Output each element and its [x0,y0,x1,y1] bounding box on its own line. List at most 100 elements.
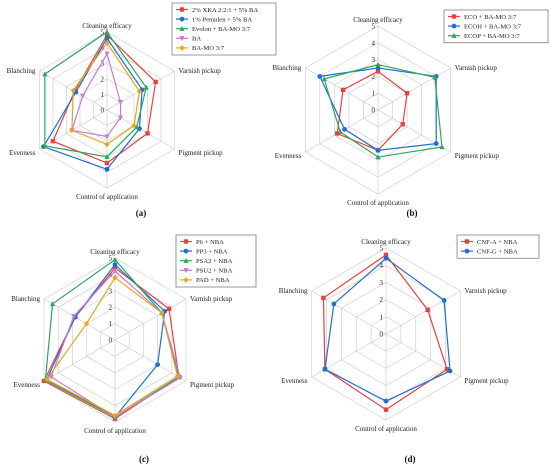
legend-swatch-marker [183,248,189,254]
tick-label: 1 [109,320,113,328]
data-point [134,124,140,130]
data-point [83,320,90,327]
series-pad-nba [44,274,181,419]
legend: 2% XKA 2:2:1 + 5% BA 1% Pemulen + 5% BA Ev… [171,2,277,56]
data-point [104,35,110,41]
data-point [112,256,118,262]
data-point [317,74,323,79]
legend-label: PP3 + NBA [196,248,228,255]
legend-item: ECO + BA-MO 3:7 [448,14,517,21]
axis-label-varnish-pickup: Varnish pickup [464,287,507,295]
tick-label: 3 [372,56,376,64]
series-cnf-a-nba [321,252,450,412]
legend-swatch-marker [179,25,185,31]
axis-label-pigment-pickup: Pigment pickup [464,377,509,385]
spoke [305,109,379,153]
tick-label: 0 [380,331,384,339]
data-point [174,373,181,379]
data-point [112,274,118,281]
series-ba-mo-3-7 [69,40,143,148]
data-point [104,154,110,159]
data-point [383,255,389,261]
data-point [383,398,389,404]
legend-item: BA-MO 3:7 [176,45,225,52]
axis-label-varnish-pickup: Varnish pickup [455,64,498,72]
data-point [444,367,450,372]
axis-label-cleaning-efficacy: Cleaning efficacy [353,16,403,24]
axis-label-pigment-pickup: Pigment pickup [179,149,224,157]
legend-label: 2% XKA 2:2:1 + 5% BA [192,7,258,14]
legend-swatch-marker [183,268,189,274]
axis-label-cleaning-efficacy: Cleaning efficacy [90,248,140,256]
axis-label-pigment-pickup: Pigment pickup [190,381,235,389]
legend: ECO + BA-MO 3:7 ECOH + BA-MO 3:7 ECOP + BA… [443,9,549,44]
legend-swatch-marker [179,16,185,22]
tick-label: 3 [109,287,113,295]
series-line [44,31,147,158]
legend-item: PSA2 + NBA [180,257,233,265]
tick-label: 0 [101,107,105,115]
axis-label-blanching: Blanching [7,67,36,75]
legend-box [171,2,277,56]
data-point [439,144,445,150]
data-point [441,298,447,303]
series-ecoh-ba-mo-3-7 [317,65,439,153]
legend-item: BA [176,36,201,43]
legend-item: 2% XKA 2:2:1 + 5% BA [176,7,258,14]
data-point [104,160,110,166]
data-point [155,362,161,367]
data-point [112,262,118,267]
legend-item: P6 + NBA [180,239,224,246]
panel-label: (c) [139,454,149,464]
axis-label-evenness: Evenness [9,149,36,157]
data-point [104,141,110,148]
panel-label: (d) [405,454,416,464]
data-point [69,127,75,134]
spoke [43,339,116,382]
data-point [447,368,453,374]
legend: P6 + NBA PP3 + NBA PSA2 + NBA PSU2 + NBA PAD… [175,234,257,288]
legend-item: CNF-A + NBA [461,239,518,246]
data-point [159,310,165,316]
spoke [377,109,451,153]
data-point [383,252,389,258]
data-point [117,100,124,105]
legend-label: PAD + NBA [196,277,230,284]
spoke [385,290,461,335]
series-cnf-g-nba [322,255,453,404]
axis-label-control-of-application: Control of application [347,199,409,207]
legend-label: BA [192,36,201,43]
data-point [112,268,118,274]
data-point [80,93,86,99]
legend-item: PAD + NBA [180,277,230,284]
data-point [153,79,158,85]
tick-label: 5 [380,245,384,253]
data-point [375,61,381,67]
data-point [136,88,143,95]
tick-label: 2 [101,75,105,83]
data-point [340,87,346,93]
legend-label: PSU2 + NBA [196,268,233,275]
tick-label: 4 [372,39,376,47]
legend-swatch-marker [179,45,185,51]
legend-swatch-marker [464,248,470,254]
tick-label: 1 [372,90,376,98]
data-point [131,122,137,129]
data-point [104,51,110,57]
data-point [112,412,118,419]
tick-label: 5 [109,255,113,263]
legend-swatch-marker [451,32,457,38]
axis-label-control-of-application: Control of application [76,193,138,201]
legend-label: CNF-G + NBA [477,248,518,255]
axis-label-evenness: Evenness [14,381,41,389]
legend-swatch-marker [179,36,185,42]
data-point [166,306,172,312]
legend-swatch-marker [451,23,457,29]
legend-label: ECOH + BA-MO 3:7 [464,23,522,30]
series-line [42,37,143,170]
tick-label: 3 [101,60,105,68]
series-line [324,257,451,402]
data-point [50,139,56,144]
spoke [114,339,187,382]
